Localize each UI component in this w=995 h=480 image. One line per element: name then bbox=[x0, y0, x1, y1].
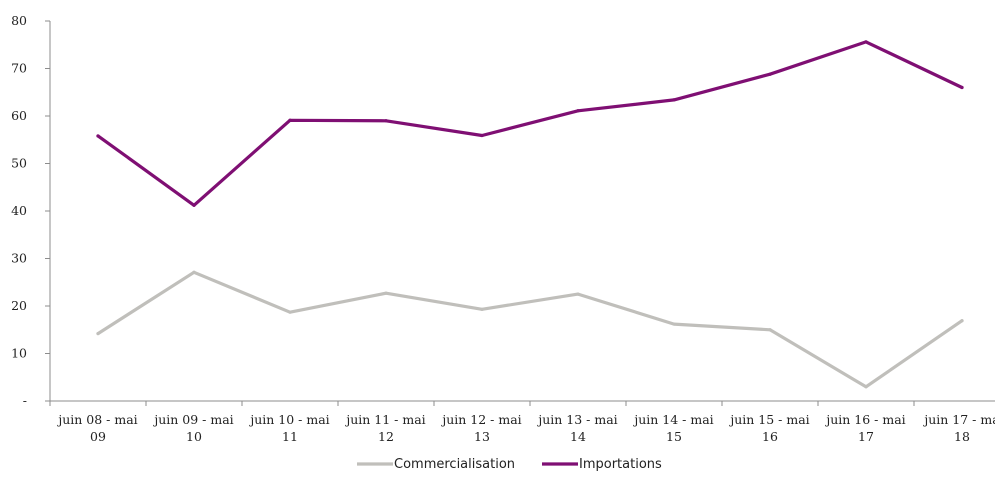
y-tick-label: 40 bbox=[11, 203, 27, 218]
x-tick-label: 18 bbox=[954, 429, 970, 444]
data-point bbox=[192, 270, 196, 274]
x-tick-label: 16 bbox=[762, 429, 778, 444]
series-line-importations bbox=[96, 40, 964, 207]
x-tick-label: juin 14 - mai bbox=[632, 412, 713, 427]
y-tick-label: 60 bbox=[11, 108, 27, 123]
data-point bbox=[672, 322, 676, 326]
x-tick-label: juin 10 - mai bbox=[248, 412, 329, 427]
data-point bbox=[768, 328, 772, 332]
data-point bbox=[96, 134, 100, 138]
x-tick-label: juin 09 - mai bbox=[152, 412, 233, 427]
x-tick-label: juin 17 - ma bbox=[922, 412, 995, 427]
y-tick-label: 10 bbox=[11, 346, 27, 361]
data-point bbox=[960, 85, 964, 90]
x-tick-label: 11 bbox=[282, 429, 298, 444]
legend: Commercialisation Importations bbox=[357, 457, 662, 472]
y-tick-label: 50 bbox=[11, 156, 27, 171]
y-tick-label: 80 bbox=[11, 13, 27, 28]
x-tick-label: 17 bbox=[858, 429, 874, 444]
y-axis-ticks: - 10 20 30 40 50 60 70 80 bbox=[11, 13, 50, 408]
data-point bbox=[960, 319, 964, 323]
x-tick-label: juin 08 - mai bbox=[56, 412, 137, 427]
data-point bbox=[864, 40, 868, 44]
x-tick-label: juin 11 - mai bbox=[344, 412, 425, 427]
x-tick-label: juin 13 - mai bbox=[536, 412, 617, 427]
data-point bbox=[288, 310, 292, 314]
x-tick-label: 13 bbox=[474, 429, 490, 444]
y-tick-label: 20 bbox=[11, 298, 27, 313]
data-point bbox=[384, 119, 388, 123]
x-tick-label: juin 12 - mai bbox=[440, 412, 521, 427]
x-tick-label: 12 bbox=[378, 429, 394, 444]
data-point bbox=[96, 331, 100, 336]
x-tick-label: 15 bbox=[666, 429, 682, 444]
y-tick-label: - bbox=[23, 393, 27, 408]
series-line-commercialisation bbox=[96, 270, 964, 389]
x-axis-ticks: juin 08 - mai 09 juin 09 - mai 10 juin 10 - … bbox=[49, 401, 995, 444]
data-point bbox=[768, 72, 772, 76]
data-point bbox=[672, 98, 676, 102]
data-point bbox=[288, 118, 292, 122]
y-tick-label: 70 bbox=[11, 61, 27, 76]
axes bbox=[49, 21, 995, 402]
legend-label: Importations bbox=[579, 457, 662, 472]
data-point bbox=[576, 292, 580, 296]
data-point bbox=[480, 307, 484, 311]
x-tick-label: 10 bbox=[186, 429, 202, 444]
y-tick-label: 30 bbox=[11, 251, 27, 266]
x-tick-label: 14 bbox=[570, 429, 586, 444]
x-tick-label: 09 bbox=[90, 429, 106, 444]
series-lines bbox=[96, 40, 964, 389]
x-tick-label: juin 15 - mai bbox=[728, 412, 809, 427]
legend-label: Commercialisation bbox=[394, 457, 515, 472]
data-point bbox=[192, 203, 196, 207]
data-point bbox=[480, 133, 484, 138]
data-point bbox=[384, 291, 388, 295]
data-point bbox=[864, 385, 868, 389]
x-tick-label: juin 16 - mai bbox=[824, 412, 905, 427]
data-point bbox=[576, 109, 580, 113]
